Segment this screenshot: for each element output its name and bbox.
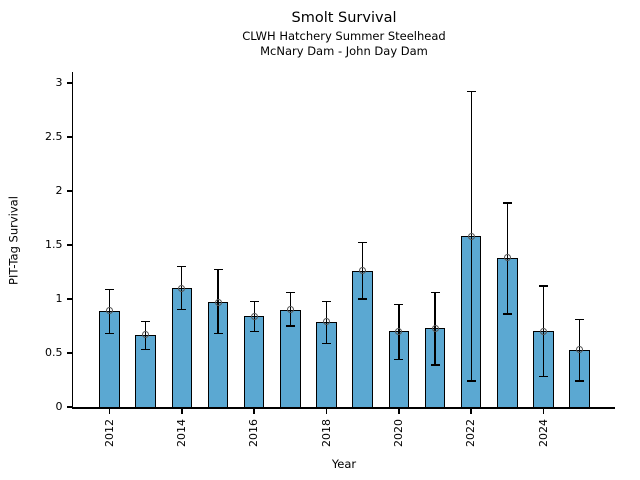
error-cap-bottom-2025: [575, 380, 585, 382]
error-cap-top-2018: [322, 300, 332, 302]
y-tick-label-0.5: 0.5: [45, 346, 63, 359]
marker-2018: [323, 318, 331, 326]
marker-2019: [359, 267, 367, 275]
x-tick-2018: [325, 408, 328, 414]
error-cap-bottom-2018: [322, 342, 332, 344]
error-cap-top-2019: [358, 242, 368, 244]
x-tick-label-2018: 2018: [319, 419, 333, 447]
chart-title: Smolt Survival: [291, 10, 397, 26]
error-cap-bottom-2023: [502, 313, 512, 315]
y-tick-label-0: 0: [55, 400, 63, 413]
error-cap-top-2017: [285, 291, 295, 294]
x-tick-label-2012: 2012: [102, 419, 116, 447]
marker-2023: [503, 254, 511, 262]
error-cap-bottom-2017: [285, 325, 295, 327]
error-cap-top-2012: [105, 288, 114, 290]
error-cap-top-2015: [213, 269, 223, 271]
marker-2013: [142, 331, 150, 339]
y-axis-spine: [71, 72, 73, 409]
marker-2017: [286, 306, 294, 314]
x-axis-spine: [71, 407, 615, 409]
chart-subtitle-hatchery: CLWH Hatchery Summer Steelhead: [242, 29, 446, 43]
x-tick-2016: [253, 408, 255, 414]
chart-subtitle-reach: McNary Dam - John Day Dam: [260, 44, 428, 58]
marker-2022: [467, 232, 475, 240]
y-tick-1: [66, 298, 72, 300]
x-tick-label-2014: 2014: [174, 419, 188, 447]
y-tick-label-3: 3: [55, 76, 63, 89]
y-tick-label-2: 2: [55, 184, 63, 197]
y-tick-2: [66, 190, 72, 192]
y-tick-1.5: [66, 244, 72, 246]
marker-2020: [395, 327, 403, 335]
marker-2025: [576, 346, 584, 354]
y-tick-3: [66, 82, 72, 84]
error-cap-bottom-2012: [105, 332, 114, 335]
x-tick-label-2016: 2016: [247, 419, 261, 447]
marker-2012: [106, 307, 113, 315]
y-tick-2.5: [66, 136, 72, 138]
marker-2015: [214, 298, 222, 306]
marker-2024: [540, 327, 548, 335]
error-cap-top-2025: [575, 318, 585, 321]
y-tick-0: [66, 406, 72, 408]
error-cap-top-2016: [249, 300, 259, 302]
x-tick-label-2024: 2024: [536, 419, 550, 447]
error-cap-top-2014: [177, 265, 187, 268]
x-axis-label: Year: [331, 457, 357, 471]
y-axis-label: PIT-Tag Survival: [6, 196, 21, 285]
error-cap-bottom-2014: [177, 309, 187, 311]
x-tick-label-2022: 2022: [464, 419, 478, 447]
marker-2014: [178, 284, 186, 292]
x-tick-2014: [181, 408, 183, 414]
x-tick-2020: [398, 408, 400, 414]
marker-2016: [250, 312, 258, 320]
error-cap-bottom-2024: [539, 376, 549, 378]
x-tick-2022: [470, 408, 472, 414]
error-cap-top-2020: [394, 303, 404, 306]
x-tick-2024: [542, 408, 545, 414]
x-tick-label-2020: 2020: [391, 419, 405, 447]
error-cap-top-2024: [539, 285, 549, 287]
error-cap-bottom-2016: [249, 330, 259, 333]
error-cap-bottom-2020: [394, 358, 404, 361]
x-tick-2012: [108, 408, 111, 414]
y-tick-0.5: [66, 352, 72, 354]
error-cap-bottom-2013: [141, 349, 151, 351]
error-cap-top-2013: [141, 321, 151, 323]
error-cap-top-2023: [502, 202, 512, 204]
error-cap-bottom-2022: [466, 380, 476, 382]
y-tick-label-1.5: 1.5: [45, 238, 63, 251]
marker-2021: [431, 324, 439, 332]
y-tick-label-1: 1: [55, 292, 63, 305]
error-cap-top-2022: [466, 90, 476, 93]
y-tick-label-2.5: 2.5: [45, 130, 63, 143]
error-cap-bottom-2019: [358, 298, 368, 300]
error-cap-bottom-2015: [213, 332, 223, 335]
error-cap-bottom-2021: [430, 364, 440, 366]
error-cap-top-2021: [430, 291, 440, 294]
